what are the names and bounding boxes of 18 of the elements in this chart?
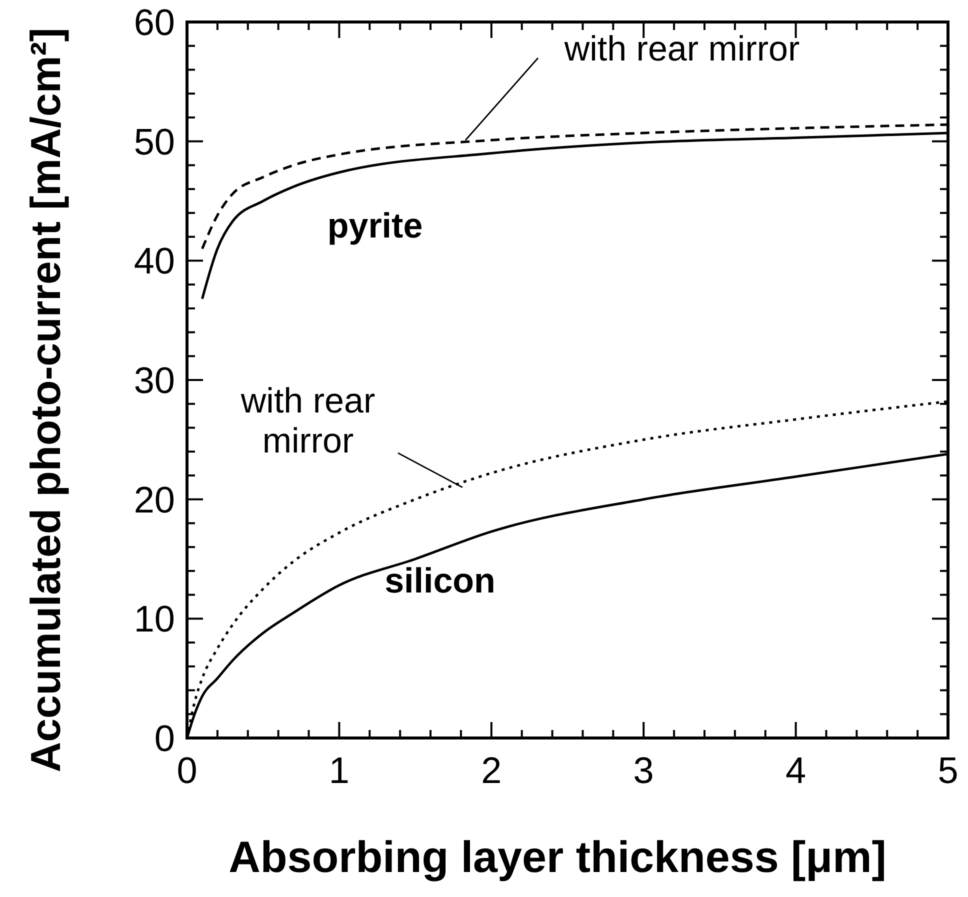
x-tick-label: 1 bbox=[328, 750, 350, 791]
y-tick-label: 10 bbox=[134, 598, 175, 640]
y-axis-title: Accumulated photo-current [mA/cm²] bbox=[22, 28, 69, 772]
x-tick-label: 3 bbox=[633, 750, 654, 791]
x-axis-title: Absorbing layer thickness [μm] bbox=[228, 833, 886, 882]
y-tick-label: 60 bbox=[134, 2, 175, 43]
y-tick-label: 30 bbox=[134, 360, 175, 401]
y-tick-label: 40 bbox=[134, 240, 175, 282]
annotation: with rear mirror bbox=[563, 29, 800, 68]
x-tick-label: 5 bbox=[938, 750, 958, 791]
y-tick-label: 20 bbox=[134, 479, 175, 520]
y-tick-label: 50 bbox=[134, 121, 175, 162]
annotation: with rear mirror bbox=[240, 381, 376, 460]
annotation: silicon bbox=[384, 561, 496, 600]
x-tick-label: 2 bbox=[481, 750, 502, 791]
annotation: pyrite bbox=[327, 206, 423, 246]
x-tick-label: 4 bbox=[786, 750, 806, 791]
y-tick-label: 0 bbox=[154, 718, 175, 759]
